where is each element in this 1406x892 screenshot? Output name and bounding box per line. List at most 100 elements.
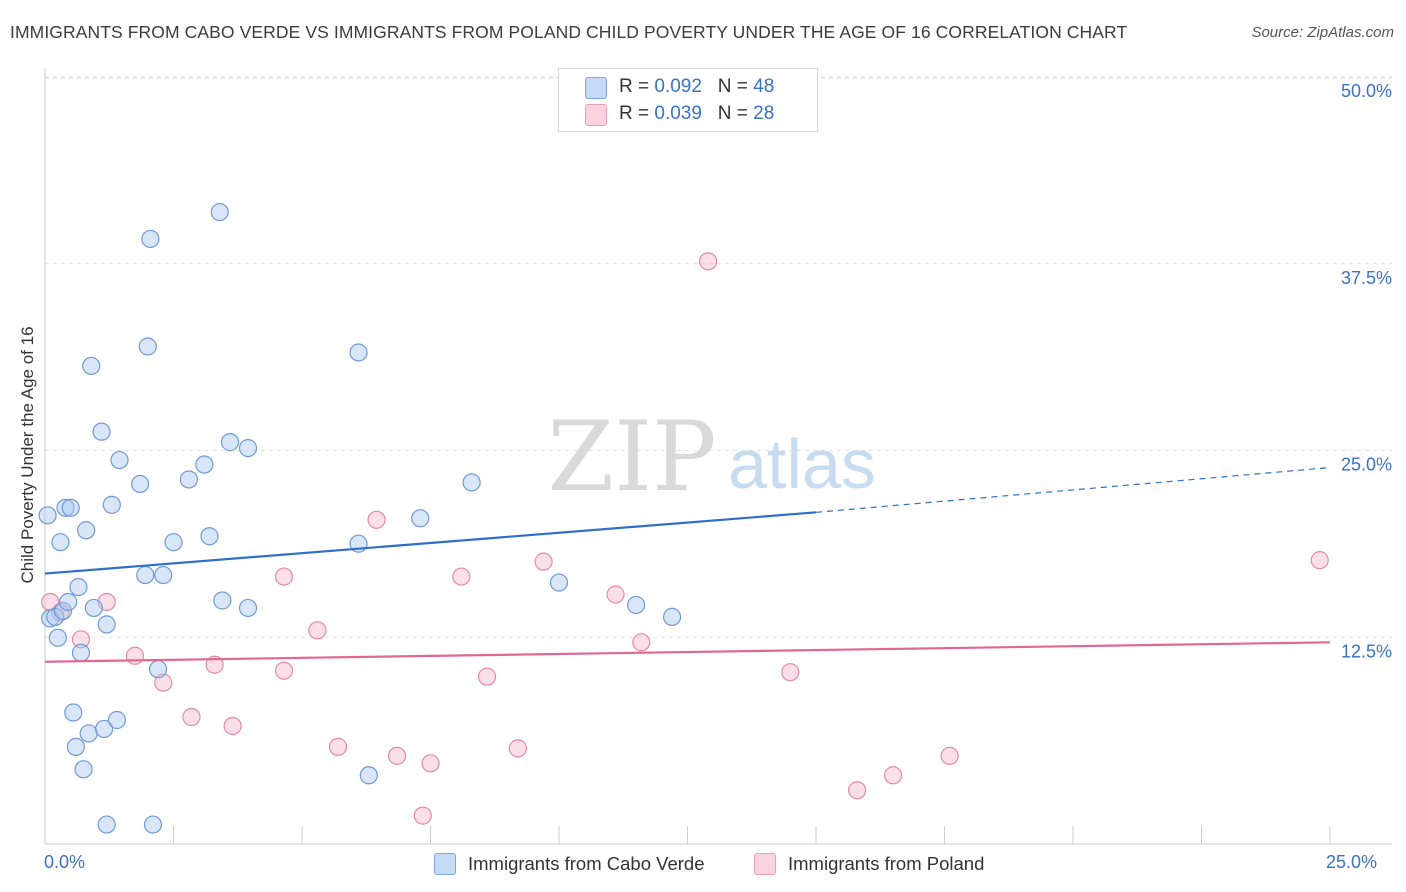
cabo-verde-point (220, 433, 240, 452)
cabo-verde-point (626, 595, 646, 615)
cabo-verde-point (110, 450, 129, 470)
poland-point (781, 663, 800, 682)
poland-point (534, 552, 553, 571)
poland-point (205, 655, 224, 674)
cabo-verde-point (77, 521, 96, 540)
cabo-verde-point (53, 601, 73, 621)
bottom-legend-label-cabo-verde: Immigrants from Cabo Verde (468, 853, 705, 874)
cabo-verde-swatch (585, 77, 607, 99)
correlation-legend: R = 0.092 N = 48 R = 0.039 N = 28 (558, 68, 818, 132)
cabo-verde-point (359, 766, 378, 785)
cabo-verde-point (200, 527, 219, 546)
cabo-verde-point (102, 495, 121, 514)
cabo-verde-points (38, 202, 682, 834)
cabo-verde-trend-extension (815, 466, 1331, 513)
poland-point (1310, 551, 1329, 570)
cabo-verde-point (56, 498, 75, 517)
cabo-verde-point (210, 202, 229, 222)
cabo-verde-point (662, 607, 682, 627)
watermark: ZIP atlas (547, 401, 876, 513)
cabo-verde-point (141, 229, 160, 249)
cabo-verde-point (82, 356, 101, 376)
poland-points (41, 252, 1329, 825)
poland-point (606, 585, 625, 604)
poland-trend-line (44, 641, 1331, 663)
cabo-verde-point (238, 598, 258, 618)
y-axis-label: Child Poverty Under the Age of 16 (18, 326, 37, 584)
cabo-verde-point (92, 422, 111, 441)
cabo-verde-point (97, 815, 116, 834)
cabo-verde-point (59, 592, 78, 612)
cabo-verde-point (71, 643, 91, 662)
watermark-atlas: atlas (728, 425, 876, 503)
poland-point (698, 252, 718, 271)
y-tick-labels: 12.5% 25.0% 37.5% 50.0% (1341, 81, 1392, 661)
trend-lines (44, 466, 1331, 663)
poland-point (387, 746, 407, 765)
y-tick-label: 37.5% (1341, 268, 1392, 288)
y-tick-label: 12.5% (1341, 641, 1392, 661)
cabo-verde-point (69, 577, 88, 597)
grid-lines (45, 76, 1392, 638)
cabo-verde-point (143, 815, 163, 834)
cabo-verde-point (48, 628, 67, 647)
poland-swatch (585, 104, 607, 126)
y-tick-label: 50.0% (1341, 81, 1392, 101)
bottom-legend-label-poland: Immigrants from Poland (788, 853, 985, 874)
cabo-verde-point (136, 565, 155, 585)
poland-point (71, 630, 91, 649)
cabo-verde-point (349, 343, 368, 362)
cabo-verde-point (66, 737, 85, 756)
poland-point (182, 707, 201, 727)
chart-title: IMMIGRANTS FROM CABO VERDE VS IMMIGRANTS… (10, 22, 1128, 42)
source-credit: Source: ZipAtlas.com (1251, 24, 1394, 41)
cabo-verde-point (64, 703, 83, 722)
y-tick-label: 25.0% (1341, 455, 1392, 475)
cabo-verde-point (549, 573, 569, 592)
bottom-swatch-cabo-verde (434, 853, 456, 875)
cabo-verde-point (51, 533, 70, 552)
cabo-verde-trend-line (44, 511, 817, 575)
cabo-verde-point (95, 719, 114, 739)
poland-point (477, 667, 497, 686)
poland-point (274, 567, 294, 586)
bottom-swatch-poland (754, 853, 776, 875)
x-tick-label-max: 25.0% (1326, 852, 1378, 872)
cabo-verde-point (61, 498, 80, 517)
cabo-verde-point (411, 509, 430, 528)
cabo-verde-point (84, 598, 103, 618)
cabo-verde-point (130, 474, 150, 494)
poland-point (328, 737, 348, 756)
cabo-verde-point (462, 473, 481, 492)
poland-point (940, 746, 959, 765)
cabo-verde-point (179, 470, 199, 489)
poland-point (154, 673, 173, 692)
poland-point (452, 567, 471, 586)
cabo-verde-point (213, 591, 232, 610)
legend-stats-poland: R = 0.039 N = 28 (619, 103, 775, 124)
poland-point (508, 739, 527, 758)
axes (44, 68, 1392, 845)
poland-point (883, 766, 903, 785)
poland-point (367, 510, 386, 529)
poland-point (274, 661, 294, 680)
watermark-zip: ZIP (547, 401, 716, 513)
cabo-verde-point (38, 506, 57, 525)
x-tick-label-min: 0.0% (44, 852, 86, 872)
poland-point (308, 621, 327, 640)
cabo-verde-point (74, 760, 93, 779)
poland-point (223, 716, 242, 736)
legend-stats-cabo-verde: R = 0.092 N = 48 (619, 76, 775, 97)
cabo-verde-point (238, 438, 258, 458)
cabo-verde-point (97, 615, 116, 634)
poland-point (632, 633, 651, 652)
cabo-verde-point (138, 337, 157, 356)
poland-point (125, 646, 145, 665)
cabo-verde-point (195, 455, 214, 474)
cabo-verde-point (148, 660, 168, 679)
cabo-verde-point (79, 724, 98, 743)
cabo-verde-point (107, 710, 127, 730)
poland-point (848, 781, 867, 800)
poland-point (413, 806, 432, 825)
